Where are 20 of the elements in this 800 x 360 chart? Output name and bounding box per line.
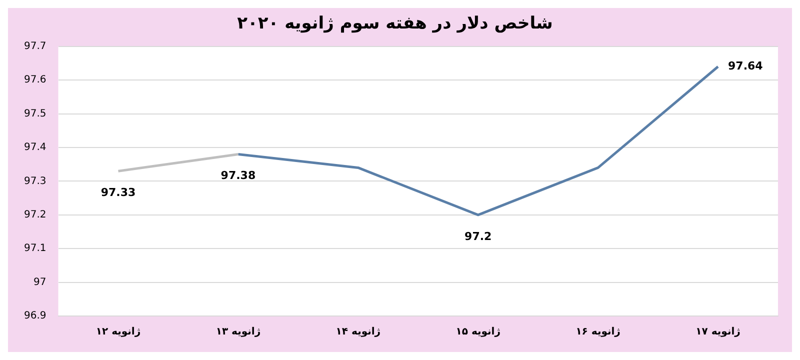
y-tick-label: 97.5 [24, 108, 46, 120]
data-label: 97.38 [220, 169, 256, 182]
y-tick-label: 97.3 [24, 176, 46, 187]
x-tick-label: ۱۵ ژانویه [456, 326, 501, 338]
x-tick-label: ۱۲ ژانویه [96, 326, 141, 338]
data-label: 97.64 [728, 59, 764, 72]
data-label: 97.2 [464, 230, 492, 243]
y-tick-label: 97.6 [24, 74, 46, 86]
y-tick-label: 96.9 [24, 310, 46, 322]
chart-title: شاخص دلار در هفته سوم ژانویه ۲۰۲۰ [237, 14, 553, 34]
y-tick-label: 97.2 [24, 209, 46, 220]
x-tick-label: ۱۴ ژانویه [336, 326, 381, 338]
y-tick-label: 97.7 [24, 40, 46, 52]
y-tick-label: 97 [34, 276, 46, 288]
x-tick-label: ۱۷ ژانویه [696, 326, 741, 338]
y-tick-label: 97.1 [24, 243, 46, 254]
data-label: 97.33 [100, 186, 136, 199]
x-tick-label: ۱۶ ژانویه [576, 326, 621, 338]
y-tick-label: 97.4 [24, 142, 46, 154]
x-tick-label: ۱۳ ژانویه [216, 326, 261, 338]
